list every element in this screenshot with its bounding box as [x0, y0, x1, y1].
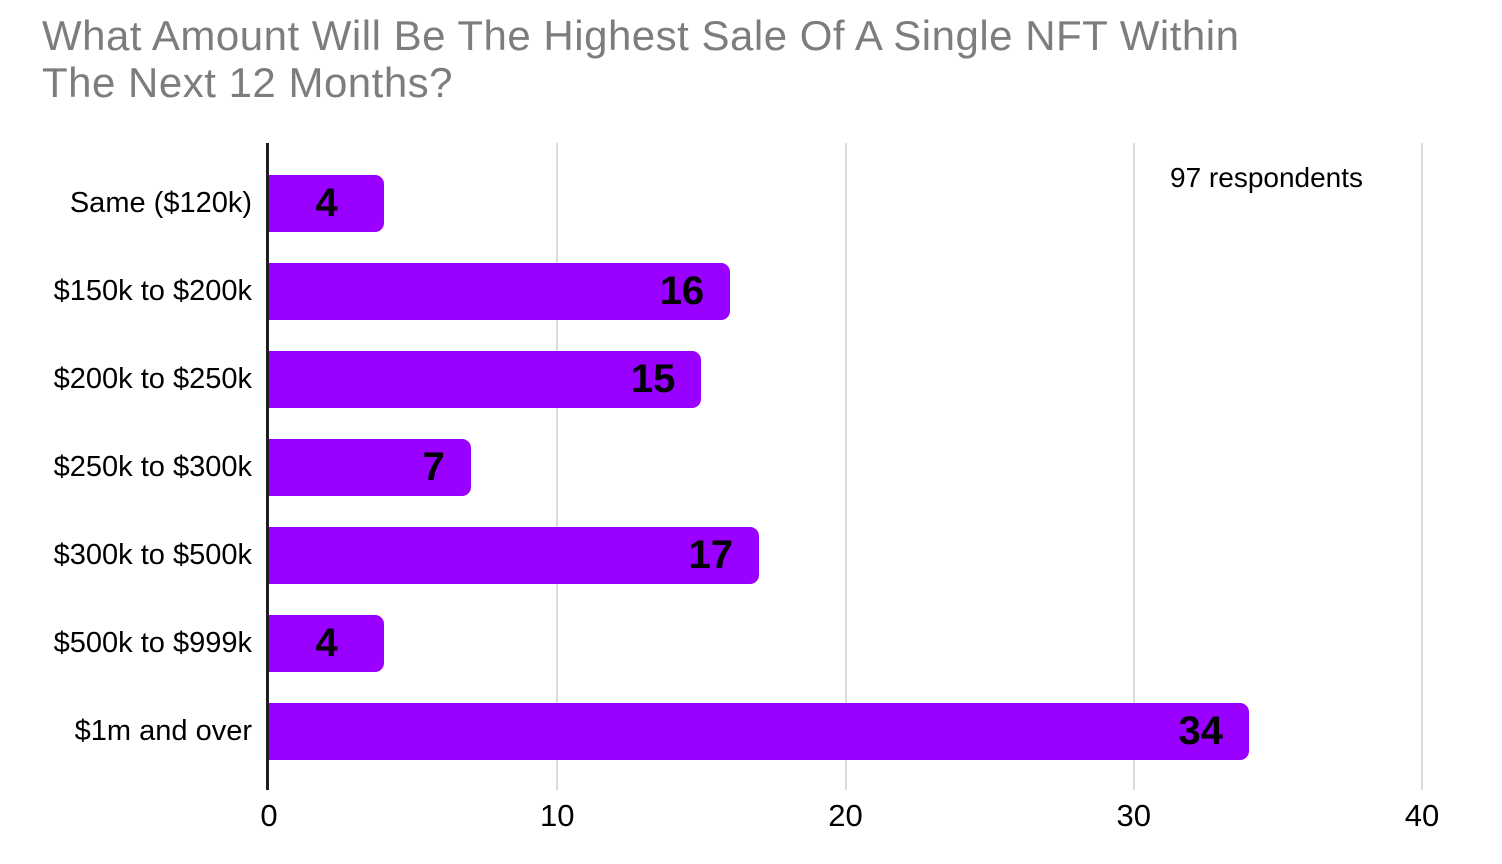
bar-$1m and over: 34	[269, 702, 1250, 760]
bar-row: 34	[269, 702, 1422, 760]
x-tick-label-30: 30	[1116, 798, 1151, 833]
gridline-x-10	[556, 143, 559, 790]
bar-value-label: 4	[315, 620, 338, 665]
gridline-x-20	[844, 143, 847, 790]
category-label: $1m and over	[74, 714, 252, 747]
bar-$250k to $300k: 7	[269, 438, 471, 496]
bar-value-label: 7	[422, 444, 445, 489]
bar-$150k to $200k: 16	[269, 262, 731, 320]
respondents-annotation: 97 respondents	[1170, 162, 1364, 193]
bar-$200k to $250k: 15	[269, 350, 702, 408]
bar-row: 4	[269, 174, 1422, 232]
bar-value-label: 34	[1178, 708, 1224, 753]
bar-value-label: 15	[630, 356, 676, 401]
bar-row: 4	[269, 614, 1422, 672]
category-label: $200k to $250k	[53, 362, 252, 395]
bar-value-label: 17	[688, 532, 734, 577]
chart-title-line2: The Next 12 Months?	[42, 59, 454, 106]
bar-row: 15	[269, 350, 1422, 408]
category-label: Same ($120k)	[69, 186, 252, 219]
category-label: $500k to $999k	[53, 626, 252, 659]
bar-row: 17	[269, 526, 1422, 584]
category-label: $150k to $200k	[53, 274, 252, 307]
bar-value-label: 16	[659, 268, 705, 313]
category-label: $250k to $300k	[53, 450, 252, 483]
bar-row: 7	[269, 438, 1422, 496]
x-tick-label-10: 10	[540, 798, 575, 833]
gridline-x-40	[1421, 143, 1423, 790]
bar-value-label: 4	[315, 180, 338, 225]
bar-$500k to $999k: 4	[269, 614, 385, 672]
bar-row: 16	[269, 262, 1422, 320]
chart-title-line1: What Amount Will Be The Highest Sale Of …	[42, 12, 1240, 59]
category-label: $300k to $500k	[53, 538, 252, 571]
gridline-x-30	[1132, 143, 1135, 790]
bar-$300k to $500k: 17	[269, 526, 760, 584]
x-tick-label-40: 40	[1404, 798, 1440, 833]
x-tick-label-20: 20	[828, 798, 863, 833]
x-tick-label-0: 0	[260, 798, 278, 833]
plot-area: 4 16 15 7 17 4 34	[266, 143, 1423, 790]
chart-title: What Amount Will Be The Highest Sale Of …	[42, 12, 1239, 106]
bar-Same ($120k): 4	[269, 174, 385, 232]
